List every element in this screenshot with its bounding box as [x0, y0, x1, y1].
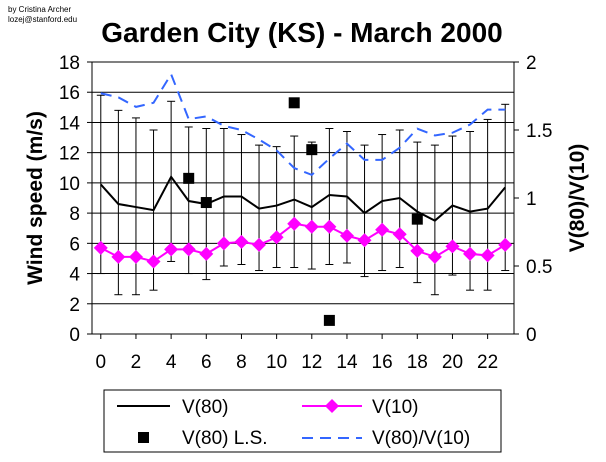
v10-point	[498, 237, 513, 252]
v10-point	[357, 233, 372, 248]
v10-point	[181, 242, 196, 257]
v80-ls-point	[411, 213, 423, 225]
x-tick-label: 6	[201, 352, 212, 373]
chart-title: Garden City (KS) - March 2000	[101, 17, 502, 48]
gridlines	[92, 91, 514, 305]
y2-tick-label: 1	[526, 189, 537, 210]
v10-point	[339, 228, 354, 243]
x-tick-label: 20	[442, 352, 463, 373]
v10-point	[146, 254, 161, 269]
v10-point	[322, 219, 337, 234]
legend-label-v80-ls: V(80) L.S.	[182, 428, 268, 449]
x-tick-label: 10	[266, 352, 287, 373]
v10-point	[128, 249, 143, 264]
v10-point	[269, 230, 284, 245]
v10-point	[93, 240, 108, 255]
x-axis-ticks: 0 2 4 6 8 10 12 14 16 18 20 22	[96, 334, 498, 373]
x-tick-label: 0	[96, 352, 107, 373]
y-axis-title: Wind speed (m/s)	[24, 111, 47, 285]
y-tick-label: 2	[69, 295, 80, 316]
plot-area	[91, 61, 515, 335]
credit-author: by Cristina Archer	[8, 5, 71, 14]
x-tick-label: 2	[131, 352, 142, 373]
y2-tick-label: 2	[526, 53, 537, 74]
y-tick-label: 12	[59, 144, 80, 165]
x-tick-label: 22	[477, 352, 498, 373]
v80-ls-point	[288, 97, 300, 109]
v80-ls-point	[306, 144, 318, 156]
v80-ls-point	[200, 197, 212, 209]
y2-axis-ticks: 0 0.5 1 1.5 2	[514, 53, 552, 346]
y-tick-label: 14	[59, 113, 81, 134]
legend-label-v80: V(80)	[182, 397, 228, 418]
legend-swatch-v80-ls	[138, 432, 149, 443]
v10-point	[164, 242, 179, 257]
series-v10-line	[100, 222, 506, 263]
v10-point	[463, 246, 478, 261]
series	[93, 72, 513, 326]
y-tick-label: 10	[59, 174, 80, 195]
series-v80-line	[100, 174, 506, 222]
legend-swatch-v10-marker	[325, 399, 339, 413]
x-tick-label: 14	[336, 352, 358, 373]
v10-point	[216, 236, 231, 251]
y-tick-label: 18	[59, 53, 80, 74]
v80-ls-point	[183, 172, 195, 184]
legend-label-ratio: V(80)/V(10)	[372, 428, 470, 449]
v10-point	[445, 239, 460, 254]
y2-tick-label: 0.5	[526, 257, 552, 278]
v10-point	[287, 216, 302, 231]
v80-error-bars	[96, 94, 510, 296]
x-tick-label: 12	[301, 352, 322, 373]
y-tick-label: 0	[69, 325, 80, 346]
y-tick-label: 6	[69, 234, 80, 255]
credit-email: lozej@stanford.edu	[8, 15, 77, 24]
v10-point	[252, 237, 267, 252]
legend-box	[103, 389, 502, 453]
series-ratio-line	[100, 72, 506, 177]
v10-point	[427, 249, 442, 264]
v10-point	[304, 219, 319, 234]
x-tick-label: 16	[372, 352, 393, 373]
x-tick-label: 4	[166, 352, 177, 373]
v10-point	[410, 243, 425, 258]
y2-tick-label: 1.5	[526, 121, 552, 142]
y-axis-ticks: 0 2 4 6 8 10 12 14 16 18	[59, 53, 92, 346]
v10-point	[375, 222, 390, 237]
v10-point	[234, 234, 249, 249]
v10-point	[199, 246, 214, 261]
y-tick-label: 16	[59, 83, 80, 104]
y2-axis-title: V(80)/V(10)	[566, 144, 589, 253]
y2-tick-label: 0	[526, 325, 537, 346]
y-tick-label: 4	[69, 265, 80, 286]
x-tick-label: 18	[407, 352, 428, 373]
y-tick-label: 8	[69, 204, 80, 225]
v10-point	[111, 249, 126, 264]
legend: V(80) V(10) V(80) L.S. V(80)/V(10)	[103, 389, 502, 453]
v10-point	[392, 227, 407, 242]
x-tick-label: 8	[236, 352, 247, 373]
legend-label-v10: V(10)	[372, 397, 418, 418]
v10-point	[480, 248, 495, 263]
v80-ls-point	[323, 314, 335, 326]
